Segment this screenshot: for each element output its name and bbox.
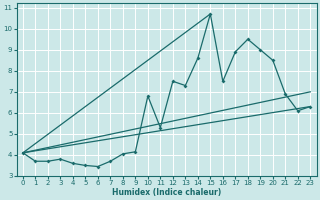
X-axis label: Humidex (Indice chaleur): Humidex (Indice chaleur) <box>112 188 221 197</box>
